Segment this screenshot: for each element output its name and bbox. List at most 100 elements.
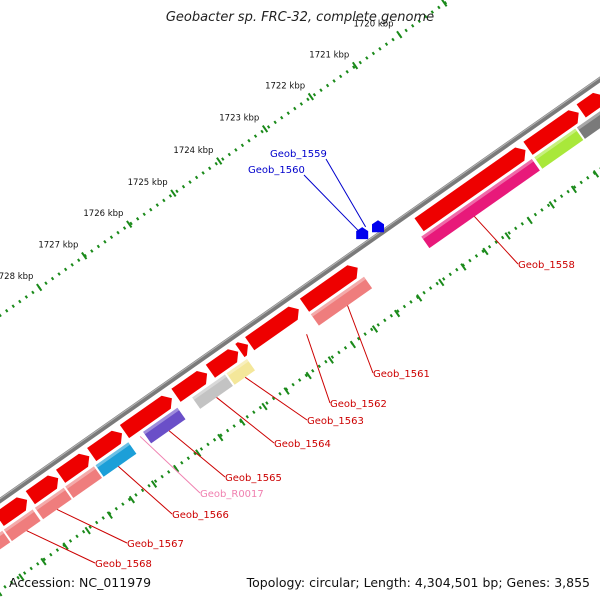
feature-band [192, 374, 233, 409]
feature-band [35, 487, 72, 520]
inner-ruler-dot [29, 566, 33, 571]
geob-1560-leader [303, 174, 360, 232]
ruler-dot [391, 37, 395, 42]
inner-ruler-dot [153, 479, 158, 483]
reverse-gene-arrow [372, 220, 385, 233]
ruler-major-tick [81, 251, 88, 260]
ruler-dot [142, 212, 146, 217]
geob-1559-leader [325, 158, 367, 228]
inner-ruler-tick [349, 340, 357, 349]
inner-ruler-dot [167, 470, 171, 474]
ruler-dot [208, 166, 212, 171]
ruler-dot [149, 207, 153, 212]
ruler-dot [135, 217, 140, 221]
inner-ruler-dot [140, 488, 145, 493]
feature-band-highlight [534, 128, 577, 160]
geob-1567-leader [56, 509, 128, 544]
inner-ruler-dot [265, 401, 269, 405]
inner-ruler-dot [9, 580, 14, 585]
inner-ruler-dot [422, 290, 426, 295]
inner-ruler-dot [428, 286, 433, 290]
inner-ruler-dot [533, 212, 538, 217]
inner-ruler-tick [570, 185, 578, 194]
feature-band-highlight [0, 530, 4, 537]
geob-1568-leader [26, 530, 96, 564]
ruler-dot [240, 143, 245, 148]
inner-ruler-dot [239, 419, 243, 424]
geob-1561-leader [347, 305, 374, 374]
ruler-major-tick [261, 124, 269, 133]
ruler-dot [83, 253, 87, 258]
inner-ruler-dot [468, 258, 472, 263]
ruler-dot [260, 129, 264, 134]
geob-1565-label: Geob_1565 [225, 473, 282, 484]
inner-ruler-tick [371, 325, 379, 333]
inner-ruler-dot [311, 369, 315, 373]
feature-band [534, 128, 584, 169]
inner-ruler-dot [559, 194, 564, 198]
ruler-dot [312, 92, 317, 97]
geob-1563-leader [244, 376, 308, 421]
ruler-dot [234, 148, 238, 152]
geob-1558-leader [474, 216, 519, 265]
ruler-major-tick [170, 189, 177, 198]
inner-ruler-dot [225, 428, 230, 433]
inner-ruler-dot [252, 410, 256, 415]
ruler-dot [96, 244, 101, 249]
geob-1568-label: Geob_1568 [95, 559, 152, 570]
forward-gene-arrow [0, 497, 28, 526]
ruler-tick-label: 1728 kbp [0, 272, 33, 282]
ruler-dot [201, 171, 205, 175]
feature-band [0, 530, 11, 550]
inner-ruler-dot [134, 493, 138, 497]
inner-ruler-dot [304, 373, 308, 378]
ruler-dot [384, 42, 389, 47]
ruler-dot [5, 308, 9, 313]
inner-ruler-tick [62, 542, 69, 550]
ruler-dot [306, 97, 310, 102]
inner-ruler-dot [317, 364, 321, 369]
forward-gene-arrow [576, 92, 600, 118]
feature-band [421, 159, 540, 249]
inner-ruler-dot [546, 203, 551, 208]
inner-ruler-tick [416, 294, 423, 302]
inner-ruler-tick [504, 232, 511, 240]
inner-ruler-dot [481, 249, 485, 254]
ruler-dot [168, 194, 173, 198]
ruler-dot [293, 106, 297, 111]
ruler-tick-label: 1727 kbp [38, 241, 78, 251]
forward-gene-arrow [523, 110, 579, 155]
feature-band-highlight [143, 407, 180, 435]
inner-ruler-dot [376, 323, 380, 327]
ruler-dot [129, 221, 133, 226]
inner-ruler-dot [55, 548, 60, 552]
inner-ruler-tick [592, 170, 600, 178]
inner-ruler-tick [526, 216, 533, 225]
ruler-dot [266, 125, 271, 129]
feature-band-highlight [421, 159, 534, 240]
ruler-dot [404, 28, 408, 33]
ruler-dot [122, 226, 127, 230]
ruler-tick-label: 1720 kbp [353, 19, 393, 29]
inner-ruler-dot [330, 355, 335, 359]
geob-r0017-label: Geob_R0017 [200, 489, 264, 500]
inner-ruler-dot [514, 226, 518, 231]
geob-r0017-leader [139, 436, 201, 494]
inner-ruler-dot [147, 483, 151, 488]
inner-ruler-dot [101, 516, 105, 520]
inner-ruler-dot [75, 534, 79, 539]
inner-ruler-dot [114, 506, 119, 511]
inner-ruler-dot [343, 346, 348, 350]
geob-1558-label: Geob_1558 [518, 260, 575, 271]
ruler-dot [116, 230, 120, 235]
feature-band-highlight [3, 509, 35, 532]
inner-ruler-dot [507, 231, 511, 235]
ruler-dot [44, 281, 48, 285]
inner-ruler-dot [500, 235, 505, 240]
inner-ruler-dot [232, 424, 236, 428]
inner-ruler-dot [520, 221, 524, 226]
inner-ruler-dot [297, 378, 302, 382]
inner-ruler-dot [396, 309, 400, 313]
inner-ruler-dot [337, 350, 341, 355]
